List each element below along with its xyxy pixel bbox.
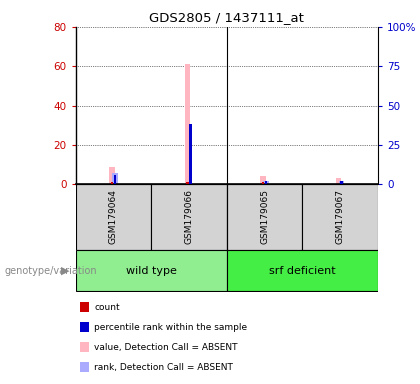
Text: GSM179064: GSM179064 (109, 190, 118, 244)
Bar (260, 177, 266, 184)
Text: wild type: wild type (126, 266, 177, 276)
Bar (76, 250, 227, 291)
Bar (340, 181, 343, 184)
Text: GSM179067: GSM179067 (336, 189, 345, 245)
Bar (227, 250, 378, 291)
Text: rank, Detection Call = ABSENT: rank, Detection Call = ABSENT (94, 362, 234, 372)
Text: count: count (94, 303, 120, 312)
Bar (263, 181, 269, 184)
Text: value, Detection Call = ABSENT: value, Detection Call = ABSENT (94, 343, 238, 352)
Text: srf deficient: srf deficient (269, 266, 336, 276)
Bar (189, 124, 192, 184)
Bar (112, 173, 118, 184)
Text: genotype/variation: genotype/variation (4, 266, 97, 276)
Text: ▶: ▶ (61, 266, 69, 276)
Title: GDS2805 / 1437111_at: GDS2805 / 1437111_at (150, 11, 304, 24)
Bar (76, 184, 151, 250)
Bar (186, 182, 189, 184)
Bar (227, 184, 302, 250)
Bar (262, 182, 265, 184)
Text: GSM179066: GSM179066 (184, 189, 194, 245)
Bar (109, 167, 115, 184)
Bar (339, 181, 344, 184)
Bar (110, 182, 113, 184)
Bar (151, 184, 227, 250)
Bar (265, 181, 268, 184)
Text: percentile rank within the sample: percentile rank within the sample (94, 323, 248, 332)
Bar (113, 175, 116, 184)
Bar (336, 179, 341, 184)
Bar (185, 64, 190, 184)
Text: GSM179065: GSM179065 (260, 189, 269, 245)
Bar (302, 184, 378, 250)
